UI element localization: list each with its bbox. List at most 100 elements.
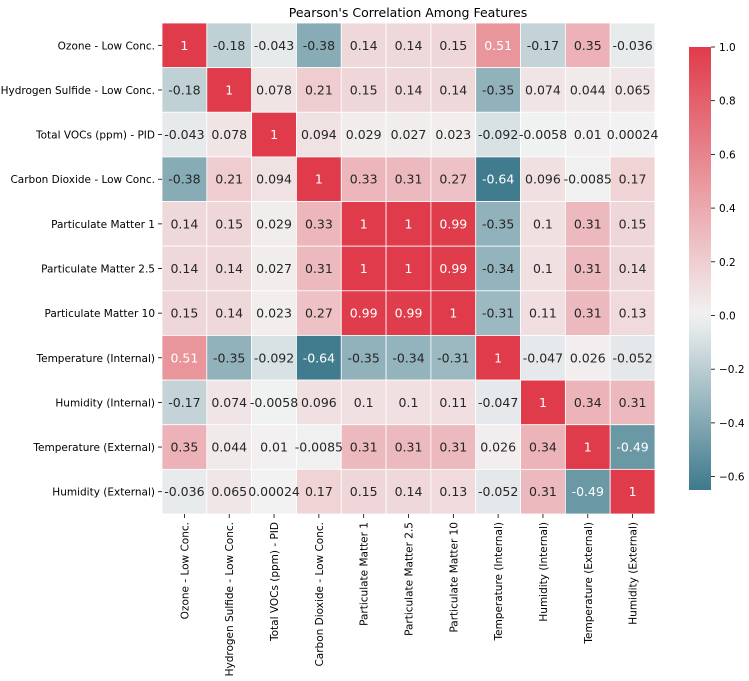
heatmap-cell-label: 0.044 (570, 82, 606, 97)
heatmap-cell-label: 0.99 (439, 216, 467, 231)
heatmap-cell-label: 0.14 (170, 216, 198, 231)
x-axis-tick-label: Hydrogen Sulfide - Low Conc. (224, 522, 236, 676)
heatmap-cell-label: 0.15 (215, 216, 243, 231)
heatmap-cell (296, 335, 342, 381)
colorbar-tick-label: −0.4 (719, 418, 745, 430)
heatmap-cell-label: 0.31 (574, 306, 602, 321)
heatmap-cell-label: 0.14 (215, 306, 243, 321)
heatmap-cell-label: -0.036 (164, 484, 204, 499)
heatmap-cell-label: 0.13 (619, 306, 647, 321)
heatmap-cell (206, 335, 253, 381)
heatmap-cell (520, 245, 566, 292)
heatmap-cell (385, 379, 432, 426)
heatmap-cell (251, 111, 297, 158)
heatmap-cell (385, 468, 432, 515)
heatmap-cell (609, 424, 656, 470)
heatmap-cell-label: 0.27 (305, 306, 333, 321)
heatmap-cell-label: 0.14 (215, 261, 243, 276)
heatmap-cell-label: 0.14 (619, 261, 647, 276)
heatmap-cell-label: 0.31 (574, 216, 602, 231)
heatmap-cell (206, 290, 253, 336)
heatmap-cell-label: 0.074 (211, 395, 247, 410)
heatmap-cell-label: 0.31 (619, 395, 647, 410)
heatmap-cell (475, 379, 521, 426)
heatmap-cell-label: 1 (584, 440, 592, 455)
heatmap-cell-label: 1 (360, 216, 368, 231)
heatmap-cell-label: 0.14 (439, 82, 467, 97)
heatmap-cell-label: 0.14 (170, 261, 198, 276)
heatmap-cell (251, 468, 297, 515)
heatmap-cell (385, 22, 432, 69)
x-axis-tick-label: Humidity (Internal) (538, 522, 550, 622)
heatmap-cell (609, 111, 656, 158)
heatmap-cell (520, 67, 566, 113)
heatmap-cell (340, 67, 387, 113)
colorbar-ticks: 1.0 0.8 0.6 0.4 0.2 0.0 −0.2 −0.4 −0.6 (711, 42, 745, 484)
heatmap-cell (161, 424, 208, 470)
heatmap-cell-label: 0.17 (619, 172, 647, 187)
heatmap-cell (161, 67, 208, 113)
heatmap-cell (251, 201, 297, 247)
heatmap-cell (564, 67, 611, 113)
heatmap-cell-label: 0.1 (399, 395, 419, 410)
heatmap-cell-label: 0.17 (305, 484, 333, 499)
heatmap-cell-label: 0.31 (395, 172, 423, 187)
heatmap-cell-label: 0.1 (533, 261, 553, 276)
heatmap-cell-label: 0.094 (256, 172, 292, 187)
heatmap-cell-label: 1 (405, 261, 413, 276)
heatmap-cell (475, 335, 521, 381)
heatmap-cell (340, 201, 387, 247)
heatmap-cell (609, 379, 656, 426)
y-axis-tick-label: Total VOCs (ppm) - PID (35, 130, 155, 142)
heatmap-cell (161, 290, 208, 336)
y-axis-tick-label: Temperature (External) (32, 442, 155, 454)
heatmap-cell-labels: 1 -0.18 -0.043 -0.38 0.14 0.14 0.15 0.51 -0.17 0.… (164, 38, 658, 499)
heatmap-cell (564, 335, 611, 381)
heatmap-cell-label: 0.044 (211, 440, 247, 455)
heatmap-cell-label: 0.01 (260, 440, 288, 455)
heatmap-cell (251, 424, 297, 470)
heatmap-cell-label: -0.34 (392, 350, 424, 365)
heatmap-cell-label: 1 (405, 216, 413, 231)
x-axis-tick-label: Ozone - Low Conc. (179, 522, 191, 619)
heatmap-cell-label: -0.34 (482, 261, 514, 276)
colorbar (689, 47, 711, 490)
heatmap-cell-label: -0.18 (168, 82, 200, 97)
heatmap-cell-label: 0.096 (301, 395, 337, 410)
heatmap-cell-label: 0.99 (439, 261, 467, 276)
heatmap-cell-label: 0.31 (574, 261, 602, 276)
heatmap-cell-label: 0.027 (391, 127, 427, 142)
heatmap-cell (520, 424, 566, 470)
heatmap-cell (161, 22, 208, 69)
heatmap-cell-label: 0.35 (574, 38, 602, 53)
heatmap-cell-label: -0.092 (478, 127, 518, 142)
heatmap-cell-label: -0.38 (168, 172, 200, 187)
colorbar-tick-label: 1.0 (719, 42, 736, 54)
heatmap-cell-label: -0.35 (213, 350, 245, 365)
y-axis-tick-label: Particulate Matter 10 (44, 308, 155, 320)
heatmap-cell-label: 0.21 (305, 82, 333, 97)
heatmap-cell (430, 156, 477, 202)
heatmap-cell-label: -0.38 (303, 38, 335, 53)
heatmap-cell-label: -0.49 (616, 440, 648, 455)
heatmap-cell-label: 0.11 (439, 395, 467, 410)
heatmap-cell-label: 0.31 (350, 440, 378, 455)
heatmap-cell (475, 424, 521, 470)
heatmap-cell-label: 0.15 (170, 306, 198, 321)
colorbar-tick-label: 0.0 (719, 310, 736, 322)
heatmap-cell-label: 0.31 (305, 261, 333, 276)
heatmap-cell-label: -0.0058 (250, 395, 298, 410)
heatmap-cell (340, 424, 387, 470)
heatmap-cell (609, 290, 656, 336)
heatmap-cell-label: 0.27 (439, 172, 467, 187)
heatmap-cell-label: 0.078 (211, 127, 247, 142)
heatmap-cell-label: 0.14 (395, 484, 423, 499)
heatmap-cell-label: 1 (494, 350, 502, 365)
heatmap-cell (475, 468, 521, 515)
heatmap-cell-label: 0.065 (211, 484, 247, 499)
y-axis-tick-label: Ozone - Low Conc. (58, 40, 155, 52)
heatmap-cell-label: -0.35 (348, 350, 380, 365)
heatmap-cell-label: 0.027 (256, 261, 292, 276)
heatmap-cell (251, 290, 297, 336)
heatmap-cell (206, 468, 253, 515)
